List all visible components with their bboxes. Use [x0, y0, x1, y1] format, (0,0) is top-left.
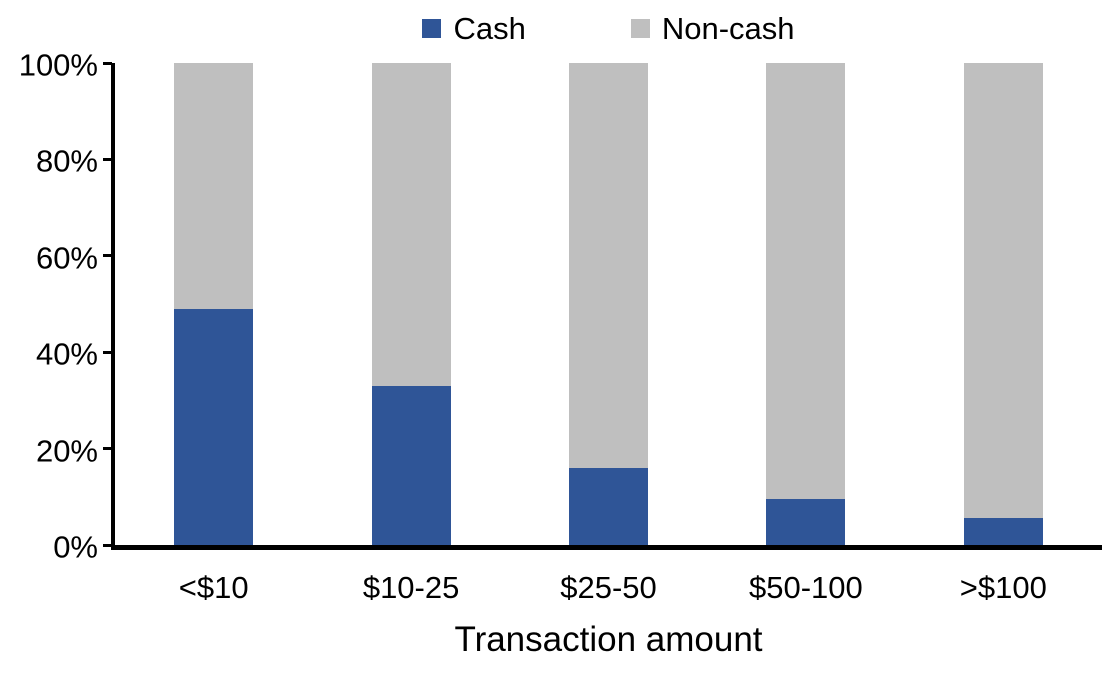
bar-segment-cash	[766, 499, 846, 545]
bar-$10-25	[371, 63, 451, 545]
y-tick-label: 60%	[35, 240, 98, 276]
y-tick	[103, 157, 112, 161]
x-axis	[111, 545, 1102, 550]
y-tick-label: 0%	[53, 529, 98, 565]
bar->$100	[963, 63, 1043, 545]
bar-segment-noncash	[569, 63, 648, 468]
bar-$50-100	[766, 63, 846, 545]
y-tick	[103, 447, 112, 451]
legend-item-cash: Cash	[422, 10, 526, 46]
bar-segment-cash	[371, 385, 451, 545]
legend-item-noncash: Non-cash	[630, 10, 795, 46]
y-tick-label: 20%	[35, 433, 98, 469]
y-tick	[103, 61, 112, 65]
x-tick-label: <$10	[178, 570, 249, 605]
cash-swatch-icon	[422, 18, 442, 38]
y-axis	[111, 63, 115, 550]
bar-segment-cash	[963, 518, 1043, 545]
y-tick	[103, 254, 112, 258]
bar-segment-cash	[569, 467, 648, 545]
bar-<$10	[174, 63, 254, 545]
y-tick	[103, 350, 112, 354]
y-tick-label: 100%	[18, 47, 98, 83]
legend-label-cash: Cash	[453, 10, 526, 46]
bar-segment-noncash	[371, 63, 451, 386]
legend-label-noncash: Non-cash	[661, 10, 795, 46]
x-axis-title: Transaction amount	[454, 620, 763, 659]
x-tick-label: $50-100	[749, 570, 863, 605]
noncash-swatch-icon	[630, 18, 650, 38]
x-tick-label: $10-25	[362, 570, 460, 605]
y-tick-label: 80%	[35, 143, 98, 179]
bar-segment-noncash	[766, 63, 846, 500]
x-tick-label: $25-50	[560, 570, 657, 605]
bar-segment-cash	[174, 308, 254, 545]
bar-$25-50	[569, 63, 648, 545]
x-tick-label: >$100	[959, 570, 1047, 605]
chart-legend: Cash Non-cash	[115, 8, 1102, 48]
y-tick-label: 40%	[35, 336, 98, 372]
bar-segment-noncash	[174, 63, 254, 309]
bar-segment-noncash	[963, 63, 1043, 519]
y-tick	[103, 543, 112, 547]
